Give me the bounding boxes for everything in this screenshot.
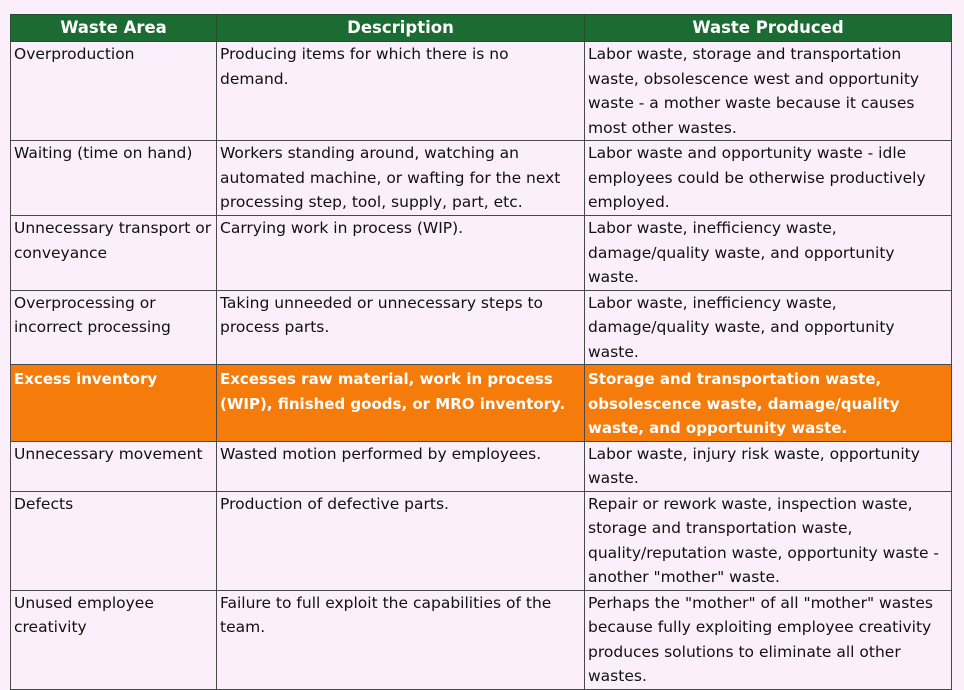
cell-waste-produced: Labor waste, inefficiency waste, damage/… [584,215,952,291]
cell-waste-produced: Labor waste, inefficiency waste, damage/… [584,289,952,365]
cell-description: Excesses raw material, work in process (… [216,364,585,442]
cell-waste-area: Unnecessary movement [10,440,217,492]
waste-table-container: Waste Area Description Waste Produced Ov… [10,14,952,690]
cell-waste-produced: Labor waste and opportunity waste - idle… [584,140,952,216]
header-waste-produced: Waste Produced [584,14,952,42]
table-row: Unnecessary movement Wasted motion perfo… [10,440,952,492]
cell-description: Producing items for which there is no de… [216,41,585,141]
cell-waste-area: Unused employee creativity [10,589,217,690]
table-row-highlighted: Excess inventory Excesses raw material, … [10,364,952,442]
cell-waste-area: Unnecessary transport or conveyance [10,215,217,291]
cell-description: Taking unneeded or unnecessary steps to … [216,289,585,365]
cell-waste-produced: Repair or rework waste, inspection waste… [584,490,952,591]
cell-waste-produced: Labor waste, storage and transportation … [584,41,952,141]
header-row: Waste Area Description Waste Produced [10,14,952,42]
table-row: Waiting (time on hand) Workers standing … [10,140,952,216]
cell-waste-produced: Labor waste, injury risk waste, opportun… [584,440,952,492]
cell-waste-produced: Perhaps the "mother" of all "mother" was… [584,589,952,690]
table-row: Overprocessing or incorrect processing T… [10,289,952,365]
cell-waste-area: Defects [10,490,217,591]
cell-description: Wasted motion performed by employees. [216,440,585,492]
table-row: Unused employee creativity Failure to fu… [10,589,952,690]
cell-waste-area: Overprocessing or incorrect processing [10,289,217,365]
cell-waste-area: Excess inventory [10,364,217,442]
cell-description: Workers standing around, watching an aut… [216,140,585,216]
cell-waste-area: Overproduction [10,41,217,141]
header-waste-area: Waste Area [10,14,217,42]
cell-description: Failure to full exploit the capabilities… [216,589,585,690]
table-row: Overproduction Producing items for which… [10,41,952,141]
cell-waste-area: Waiting (time on hand) [10,140,217,216]
cell-description: Carrying work in process (WIP). [216,215,585,291]
cell-waste-produced: Storage and transportation waste, obsole… [584,364,952,442]
table-row: Defects Production of defective parts. R… [10,490,952,591]
cell-description: Production of defective parts. [216,490,585,591]
table-row: Unnecessary transport or conveyance Carr… [10,215,952,291]
waste-table: Waste Area Description Waste Produced Ov… [10,14,952,690]
header-description: Description [216,14,585,42]
